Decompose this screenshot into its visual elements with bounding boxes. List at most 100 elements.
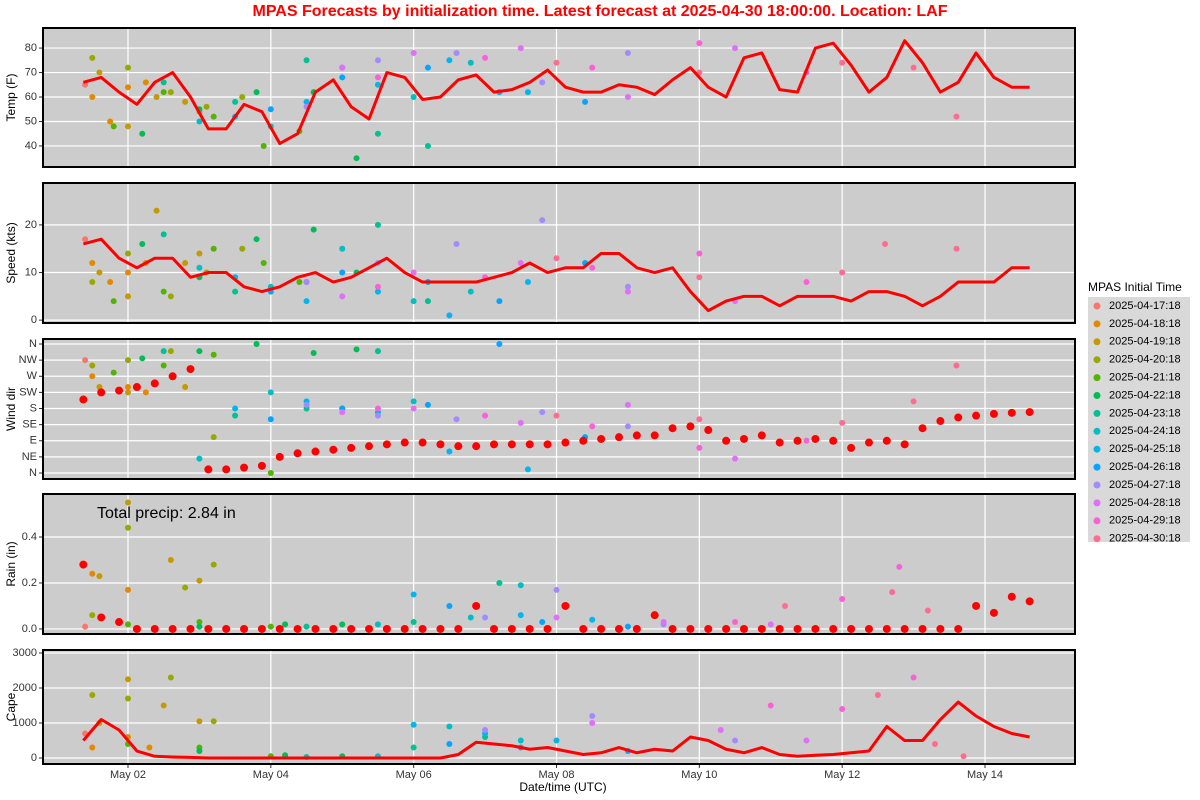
data-point	[410, 298, 417, 305]
data-point	[589, 713, 596, 720]
legend-label: 2025-04-17:18	[1109, 300, 1181, 312]
data-point	[953, 362, 960, 369]
data-point	[89, 612, 96, 619]
latest-forecast-point	[150, 379, 159, 388]
data-point	[717, 727, 724, 734]
data-point	[374, 621, 381, 628]
data-point	[110, 123, 117, 130]
latest-forecast-point	[954, 624, 963, 633]
latest-forecast-point	[347, 443, 356, 452]
y-tick-label: 10	[25, 266, 37, 278]
data-point	[767, 621, 774, 628]
data-point	[124, 586, 131, 593]
data-point	[82, 236, 89, 243]
data-point	[582, 98, 589, 105]
data-point	[539, 409, 546, 416]
latest-forecast-point	[579, 624, 588, 633]
data-point	[767, 702, 774, 709]
data-point	[139, 240, 146, 247]
data-point	[660, 619, 667, 626]
data-point	[232, 412, 239, 419]
data-point	[339, 409, 346, 416]
latest-forecast-point	[847, 624, 856, 633]
data-point	[589, 423, 596, 430]
data-point	[210, 351, 217, 358]
latest-forecast-point	[972, 601, 981, 610]
data-point	[203, 103, 210, 110]
data-point	[539, 619, 546, 626]
latest-forecast-point	[614, 433, 623, 442]
y-tick-label: 1000	[13, 717, 37, 729]
x-tick-label: May 12	[824, 769, 860, 781]
data-point	[896, 563, 903, 570]
data-point	[553, 59, 560, 66]
data-point	[803, 279, 810, 286]
data-point	[124, 499, 131, 506]
y-tick-label: N	[29, 338, 37, 350]
latest-forecast-point	[1025, 408, 1034, 417]
legend-title: MPAS Initial Time	[1088, 280, 1182, 294]
data-point	[124, 524, 131, 531]
legend-swatch	[1093, 338, 1101, 346]
latest-forecast-point	[525, 624, 534, 633]
data-point	[260, 142, 267, 149]
data-point	[124, 293, 131, 300]
data-point	[89, 570, 96, 577]
data-point	[167, 674, 174, 681]
legend-label: 2025-04-19:18	[1109, 336, 1181, 348]
data-point	[303, 279, 310, 286]
data-point	[167, 556, 174, 563]
data-point	[210, 434, 217, 441]
latest-forecast-point	[882, 624, 891, 633]
panel-border	[42, 338, 1076, 480]
legend-label: 2025-04-18:18	[1109, 318, 1181, 330]
latest-forecast-point	[614, 624, 623, 633]
data-point	[267, 470, 274, 477]
data-point	[910, 674, 917, 681]
data-point	[446, 57, 453, 64]
data-point	[882, 240, 889, 247]
latest-forecast-point	[275, 624, 284, 633]
x-tick-label: May 08	[538, 769, 574, 781]
data-point	[210, 113, 217, 120]
data-point	[410, 591, 417, 598]
legend-swatch	[1093, 481, 1101, 489]
data-point	[467, 288, 474, 295]
data-point	[553, 255, 560, 262]
y-tick-label: NW	[19, 354, 38, 366]
latest-forecast-point	[168, 624, 177, 633]
data-point	[624, 283, 631, 290]
data-point	[732, 737, 739, 744]
data-point	[303, 401, 310, 408]
data-point	[374, 221, 381, 228]
data-point	[146, 744, 153, 751]
data-point	[160, 79, 167, 86]
latest-forecast-point	[382, 440, 391, 449]
legend-swatch	[1093, 463, 1101, 471]
latest-forecast-point	[739, 434, 748, 443]
data-point	[124, 384, 131, 391]
y-tick-label: 40	[25, 140, 37, 152]
legend-label: 2025-04-26:18	[1109, 461, 1181, 473]
legend-label: 2025-04-22:18	[1109, 389, 1181, 401]
latest-forecast-point	[1007, 592, 1016, 601]
latest-forecast-point	[775, 624, 784, 633]
data-point	[839, 269, 846, 276]
data-point	[589, 720, 596, 727]
y-tick-label: 0.2	[22, 577, 37, 589]
y-tick-label: 0.4	[22, 531, 37, 543]
data-point	[160, 362, 167, 369]
latest-forecast-point	[1025, 597, 1034, 606]
legend-swatch	[1093, 499, 1101, 507]
data-point	[296, 279, 303, 286]
legend-label: 2025-04-24:18	[1109, 425, 1181, 437]
data-point	[374, 283, 381, 290]
y-axis-label: Speed (kts)	[4, 222, 18, 283]
data-point	[124, 357, 131, 364]
data-point	[310, 226, 317, 233]
data-point	[160, 89, 167, 96]
y-tick-label: NE	[22, 451, 37, 463]
data-point	[424, 142, 431, 149]
data-point	[303, 57, 310, 64]
annotation: Total precip: 2.84 in	[97, 505, 236, 522]
